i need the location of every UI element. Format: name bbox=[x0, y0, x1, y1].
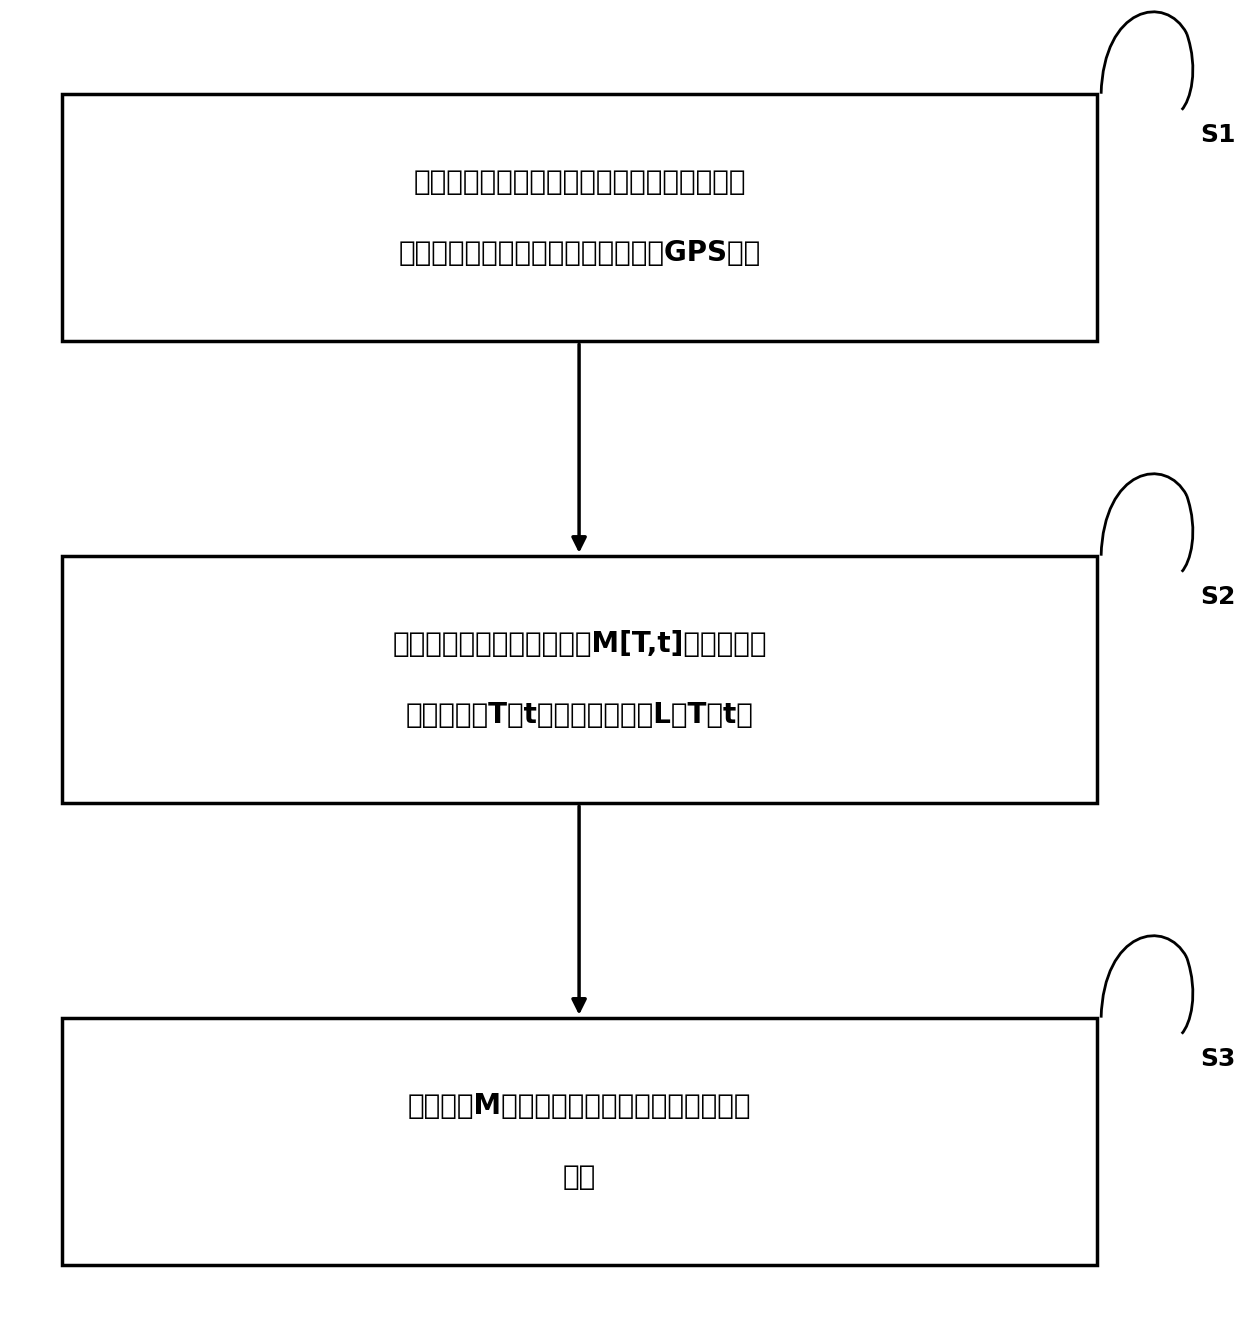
Text: S1: S1 bbox=[1200, 123, 1236, 147]
Text: S3: S3 bbox=[1200, 1047, 1236, 1071]
Text: 阈值: 阈值 bbox=[563, 1162, 596, 1190]
Bar bbox=[62, 94, 1097, 341]
Bar bbox=[62, 556, 1097, 803]
Text: 图像中的标记点，获取每个标记点的GPS位置: 图像中的标记点，获取每个标记点的GPS位置 bbox=[398, 238, 761, 266]
Text: S2: S2 bbox=[1200, 585, 1236, 609]
Text: 将每个标记点通过变换矩阵M[T,t]投影到图像: 将每个标记点通过变换矩阵M[T,t]投影到图像 bbox=[392, 631, 768, 659]
Text: 中，构建和T，t相关的损失函数L（T，t）: 中，构建和T，t相关的损失函数L（T，t） bbox=[405, 700, 754, 728]
Text: 车辆缓慢驾驶，获取拍摄到的多帧图像，识别: 车辆缓慢驾驶，获取拍摄到的多帧图像，识别 bbox=[413, 169, 746, 197]
Text: 不断优化M的值，直至损失函数的值小于指定: 不断优化M的值，直至损失函数的值小于指定 bbox=[408, 1093, 751, 1121]
Bar bbox=[62, 1018, 1097, 1265]
